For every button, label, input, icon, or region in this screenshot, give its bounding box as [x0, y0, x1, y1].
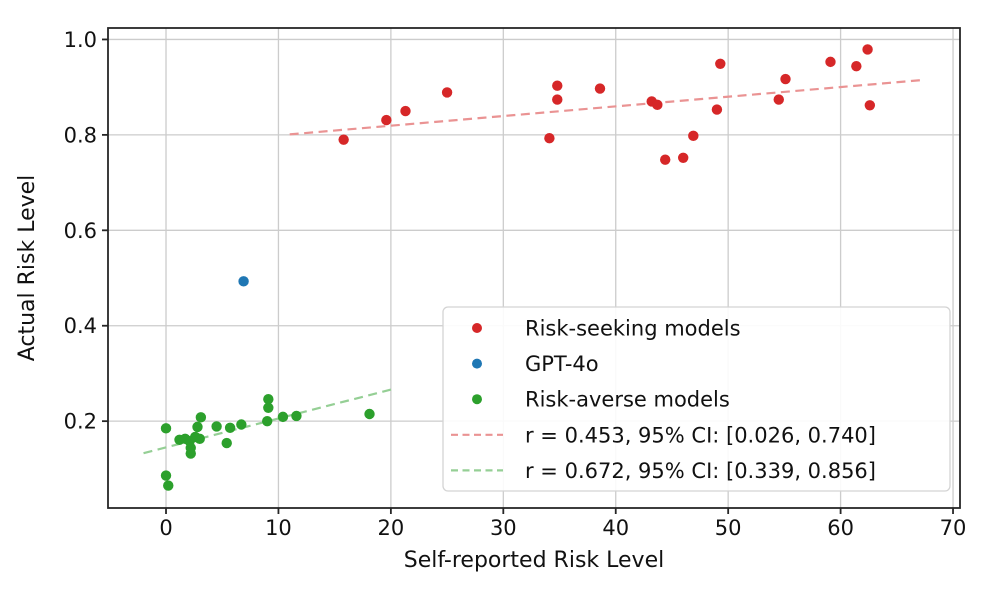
y-tick-label: 0.8: [64, 123, 97, 147]
scatter-point: [262, 415, 273, 427]
y-axis-label: Actual Risk Level: [15, 175, 40, 362]
scatter-point: [224, 422, 236, 434]
scatter-point: [780, 73, 791, 85]
scatter-point: [163, 480, 174, 491]
legend-marker-dot: [472, 323, 482, 333]
y-tick-label: 0.2: [64, 410, 97, 434]
y-tick-label: 0.4: [64, 314, 97, 338]
x-tick-label: 30: [490, 516, 517, 540]
scatter-point: [364, 408, 375, 420]
scatter-point: [194, 433, 205, 445]
x-tick-label: 20: [378, 516, 405, 540]
scatter-point: [773, 94, 784, 105]
scatter-point: [864, 100, 876, 111]
x-axis-label: Self-reported Risk Level: [404, 548, 664, 573]
scatter-point: [263, 394, 274, 405]
scatter-point: [594, 83, 606, 94]
scatter-point: [652, 99, 663, 111]
scatter-point: [263, 402, 274, 414]
x-tick-label: 0: [159, 516, 172, 540]
x-tick-label: 50: [715, 516, 742, 540]
legend-entry-label: GPT-4o: [525, 352, 599, 376]
legend-entry-label: Risk-averse models: [525, 388, 730, 412]
x-tick-label: 10: [265, 516, 292, 540]
scatter-point: [211, 421, 222, 432]
x-tick-label: 70: [940, 516, 967, 540]
scatter-point: [381, 114, 392, 126]
legend-marker-dot: [472, 394, 482, 405]
scatter-point: [441, 87, 453, 98]
scatter-point: [862, 44, 873, 55]
scatter-point: [552, 94, 563, 105]
scatter-point: [221, 437, 232, 449]
scatter-point: [185, 448, 196, 459]
trendline: [289, 78, 923, 136]
scatter-point: [236, 419, 247, 430]
legend-entry-label: r = 0.672, 95% CI: [0.339, 0.856]: [525, 459, 876, 483]
scatter-point: [238, 276, 249, 287]
scatter-point: [677, 152, 689, 163]
scatter-point: [825, 56, 836, 68]
scatter-point: [851, 60, 862, 72]
scatter-point: [715, 58, 726, 69]
scatter-point: [291, 410, 302, 422]
legend-marker-dot: [472, 358, 482, 369]
plot-border: [107, 27, 961, 509]
scatter-point: [688, 130, 699, 142]
scatter-point: [544, 133, 555, 144]
scatter-point: [660, 154, 671, 165]
scatter-point: [277, 411, 289, 423]
scatter-point: [160, 423, 172, 434]
scatter-point: [192, 421, 203, 433]
legend-entry-label: r = 0.453, 95% CI: [0.026, 0.740]: [525, 423, 876, 447]
legend-box: [442, 306, 951, 492]
scatter-point: [195, 412, 207, 423]
legend-entry-label: Risk-seeking models: [525, 317, 741, 341]
x-tick-label: 40: [602, 516, 629, 540]
scatter-point: [338, 134, 349, 145]
scatter-point: [160, 470, 172, 481]
scatter-point: [711, 104, 723, 115]
x-tick-label: 60: [827, 516, 854, 540]
y-tick-label: 0.6: [64, 219, 97, 243]
scatter-point: [552, 80, 563, 91]
scatter-point: [400, 105, 411, 117]
y-tick-label: 1.0: [64, 28, 97, 52]
